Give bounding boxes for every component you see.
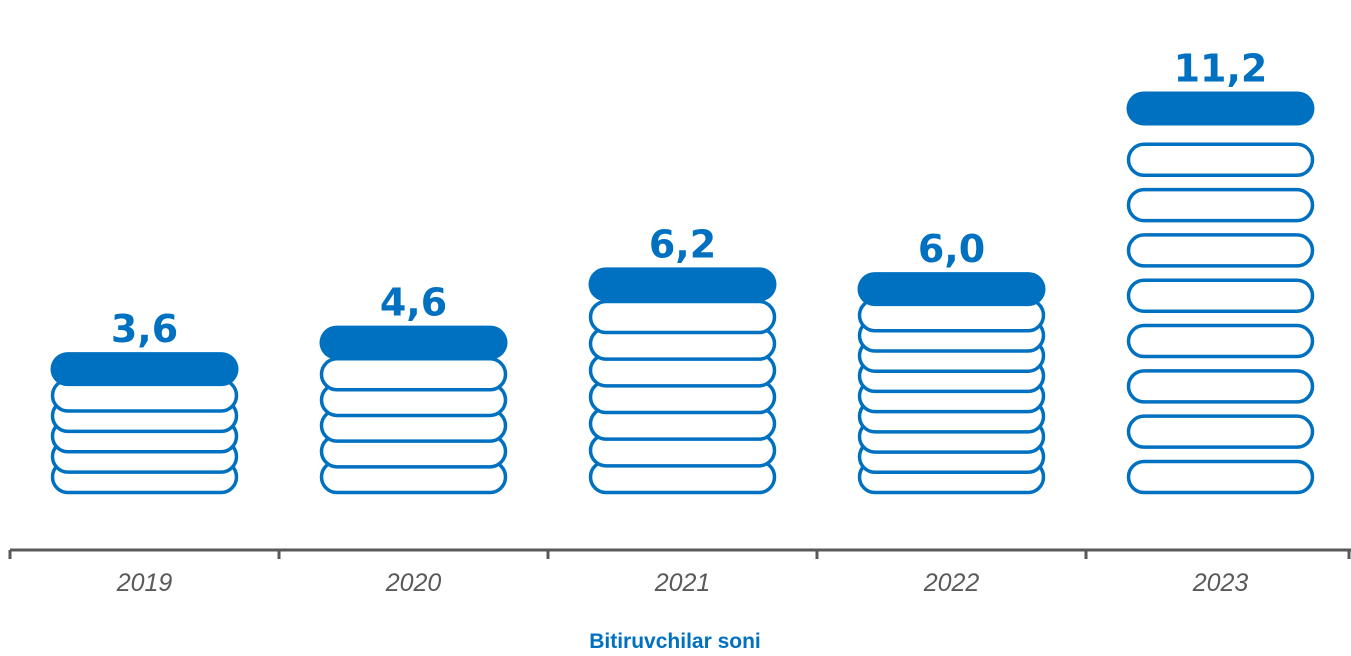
bar-cap bbox=[588, 267, 777, 302]
bar-segment bbox=[1126, 369, 1315, 404]
tick-label: 2022 bbox=[923, 569, 980, 597]
data-label: 11,2 bbox=[1174, 46, 1268, 90]
bar-cap bbox=[50, 352, 239, 387]
bar-2019: 3,6 bbox=[50, 307, 239, 495]
x-axis: 2019 2020 2021 2022 2023 bbox=[8, 548, 1351, 597]
tick-label: 2021 bbox=[654, 569, 711, 597]
bar-segment bbox=[1126, 187, 1315, 223]
bar-segment bbox=[1126, 278, 1315, 313]
bar-segment bbox=[1126, 323, 1315, 359]
bar-segment bbox=[1126, 459, 1315, 495]
x-axis-title: Bitiruvchilar soni bbox=[589, 630, 761, 653]
bar-2022: 6,0 bbox=[857, 227, 1046, 495]
bars-group: 3,6 4,6 6,2 6,0 11,2 bbox=[50, 46, 1315, 495]
tick-label: 2023 bbox=[1192, 569, 1249, 597]
bar-cap bbox=[319, 325, 508, 360]
data-label: 3,6 bbox=[111, 307, 178, 351]
bar-segment bbox=[588, 299, 777, 335]
bar-cap bbox=[857, 272, 1046, 307]
bar-2020: 4,6 bbox=[319, 281, 508, 495]
tick-label: 2020 bbox=[385, 569, 442, 597]
bar-segment bbox=[1126, 233, 1315, 268]
data-label: 6,2 bbox=[649, 222, 716, 266]
bar-cap bbox=[1126, 91, 1315, 126]
bar-2023: 11,2 bbox=[1126, 46, 1315, 495]
bar-2021: 6,2 bbox=[588, 222, 777, 495]
bar-segment bbox=[1126, 414, 1315, 449]
bar-segment bbox=[1126, 142, 1315, 178]
data-label: 6,0 bbox=[918, 227, 985, 271]
data-label: 4,6 bbox=[380, 281, 447, 325]
bar-segment bbox=[319, 357, 508, 392]
tick-label: 2019 bbox=[116, 569, 173, 597]
